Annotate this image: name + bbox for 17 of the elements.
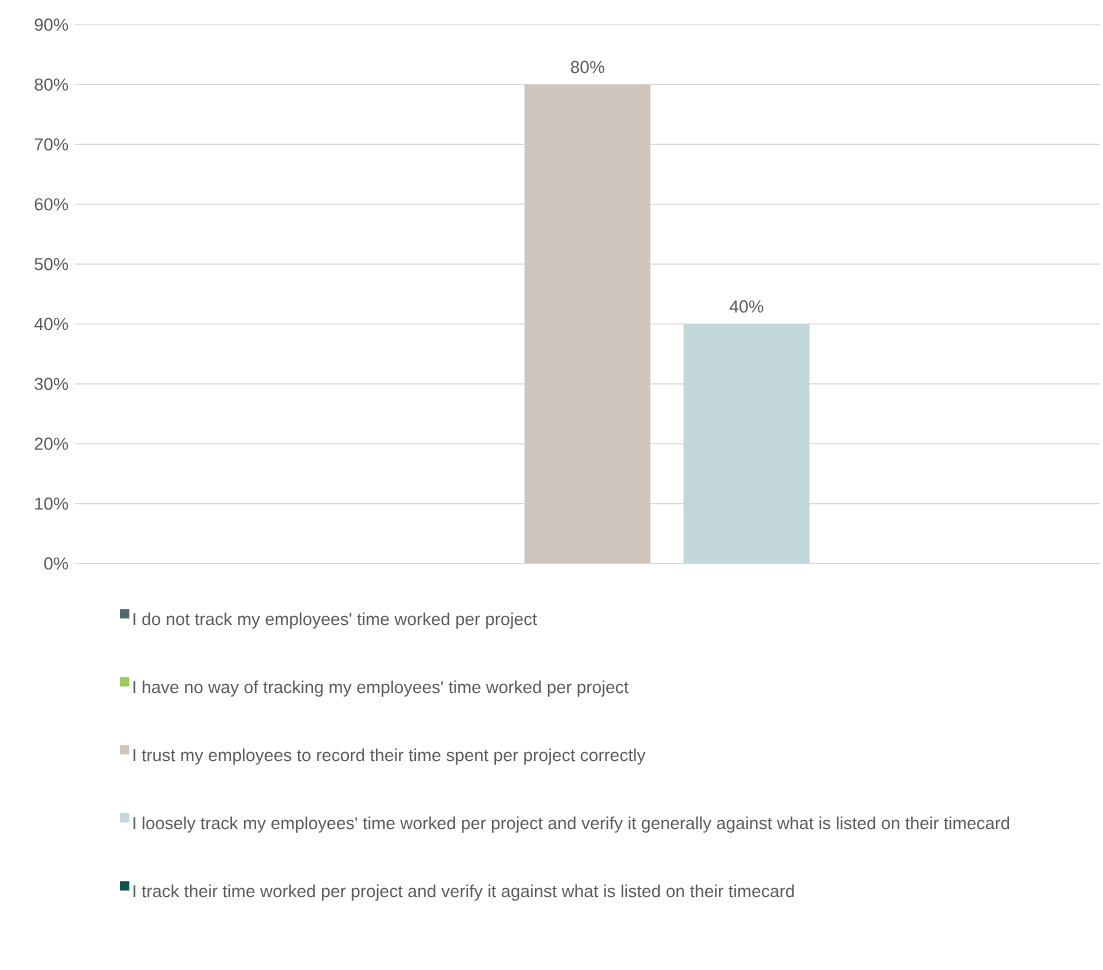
y-tick-label: 40% <box>34 318 69 331</box>
y-tick-label: 90% <box>34 18 69 31</box>
y-tick-label: 80% <box>34 78 69 91</box>
y-tick-label: 50% <box>34 258 69 271</box>
y-tick-label: 30% <box>34 377 69 391</box>
y-tick-label: 0% <box>44 557 69 570</box>
y-tick-label: 60% <box>34 198 69 211</box>
y-tick-label: 70% <box>34 138 69 151</box>
legend-label: I track their time worked per project and verify it against what is listed on their timecard <box>133 884 794 901</box>
legend-label: I have no way of tracking my employees' time worked per project <box>133 680 629 697</box>
legend-label: I loosely track my employees' time worked per project and verify it generally against what is listed on their timecard <box>133 816 1010 833</box>
legend-label: I do not track my employees' time worked per project <box>133 612 537 629</box>
legend-label: I trust my employees to record their time spent per project correctly <box>133 748 646 765</box>
y-tick-label: 20% <box>34 437 69 451</box>
data-label: 40% <box>729 300 764 313</box>
y-tick-label: 10% <box>35 497 69 510</box>
data-label: 80% <box>570 61 605 74</box>
